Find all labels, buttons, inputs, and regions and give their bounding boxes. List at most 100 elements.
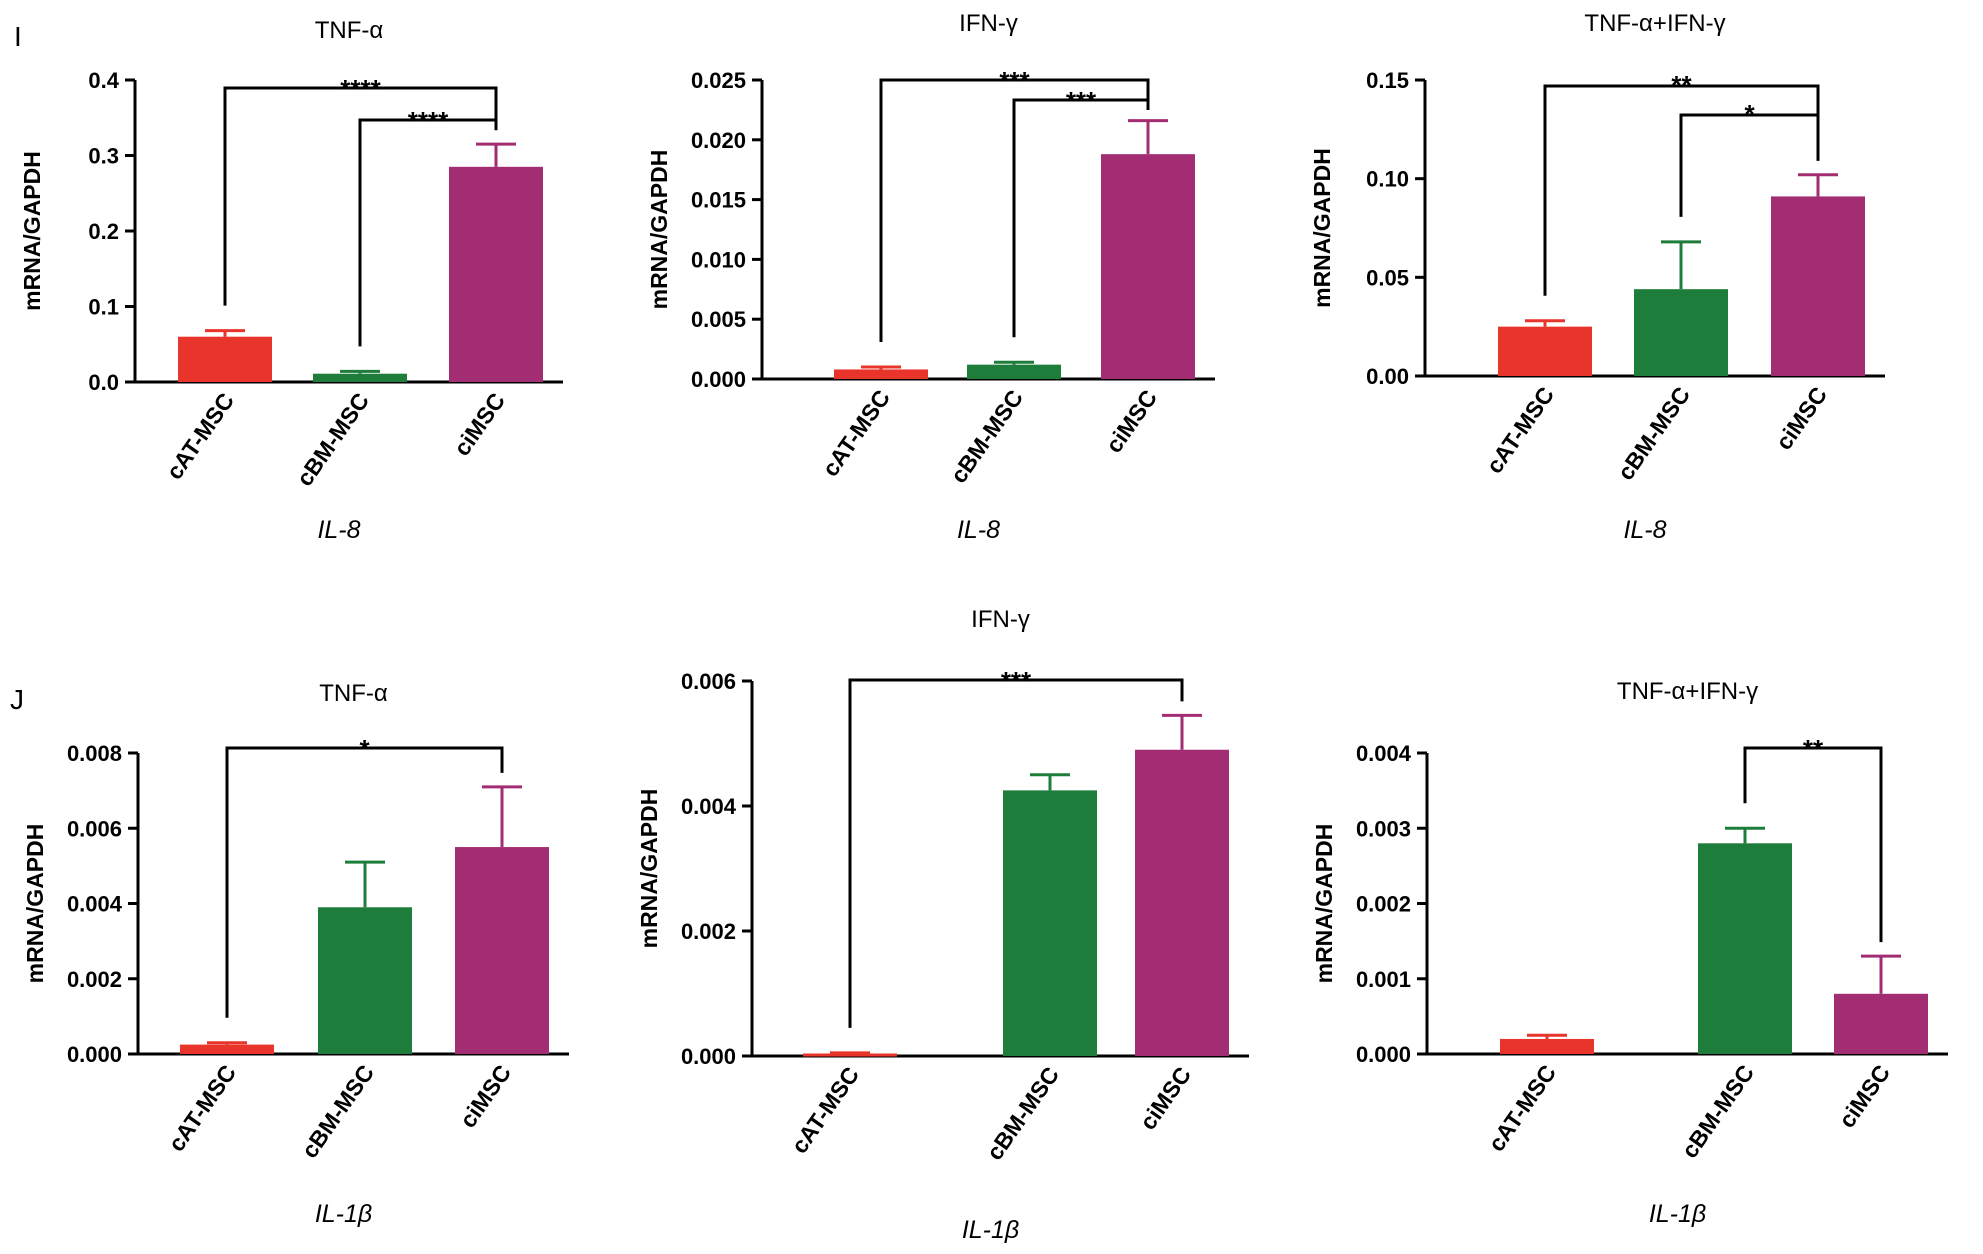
chart-5-bar-ciMSC xyxy=(1834,993,1928,1054)
chart-0-bar-cBM-MSC xyxy=(313,373,407,382)
chart-4-ytick-label: 0.006 xyxy=(681,669,736,694)
chart-4-ytick-label: 0.000 xyxy=(681,1044,736,1069)
chart-1-xtick-ciMSC: ciMSC xyxy=(1100,385,1162,457)
chart-2-significance-1: * xyxy=(1744,99,1755,129)
chart-0-bracket-1 xyxy=(358,118,498,347)
chart-0-bracket-0 xyxy=(223,86,498,306)
chart-2-ytick-label: 0.05 xyxy=(1366,265,1409,290)
chart-5-xtick-cAT-MSC: cAT-MSC xyxy=(1483,1060,1561,1156)
chart-5-ytick-label: 0.002 xyxy=(1356,892,1411,917)
chart-5-bar-cAT-MSC xyxy=(1500,1038,1594,1054)
chart-1-xtick-cAT-MSC: cAT-MSC xyxy=(817,385,895,481)
chart-2-ytick-label: 0.00 xyxy=(1366,364,1409,389)
chart-1-bracket-1 xyxy=(1012,98,1150,338)
chart-0-ytick-label: 0.4 xyxy=(88,68,119,93)
chart-2-xtick-ciMSC: ciMSC xyxy=(1770,382,1832,454)
chart-4-xtick-cAT-MSC: cAT-MSC xyxy=(786,1062,864,1158)
chart-5-bracket-0 xyxy=(1743,746,1883,943)
chart-2-bar-cAT-MSC xyxy=(1498,326,1592,376)
chart-5-title: TNF-α+IFN-γ xyxy=(1617,678,1758,705)
chart-2-y-label: mRNA/GAPDH xyxy=(1309,148,1335,308)
chart-0-title: TNF-α xyxy=(315,17,384,44)
chart-3-title: TNF-α xyxy=(319,680,388,707)
panel-label-i: I xyxy=(14,21,22,52)
chart-0-xtick-cBM-MSC: cBM-MSC xyxy=(291,388,374,491)
chart-2-bracket-1 xyxy=(1679,113,1820,217)
chart-0-ytick-label: 0.0 xyxy=(88,370,119,395)
chart-3-bar-ciMSC xyxy=(455,847,549,1054)
chart-2-bar-ciMSC xyxy=(1771,196,1865,376)
chart-5-ytick-label: 0.003 xyxy=(1356,816,1411,841)
chart-3-bar-cAT-MSC xyxy=(180,1044,274,1054)
chart-0-ytick-label: 0.1 xyxy=(88,295,119,320)
chart-3-ytick-label: 0.008 xyxy=(67,741,122,766)
chart-1-significance-1: *** xyxy=(1066,86,1097,116)
chart-3-x-label: IL-1β xyxy=(315,1200,372,1228)
chart-4-y-label: mRNA/GAPDH xyxy=(636,789,662,949)
chart-1-ytick-label: 0.010 xyxy=(691,247,746,272)
chart-2-title: TNF-α+IFN-γ xyxy=(1584,10,1725,37)
chart-1-bracket-0 xyxy=(879,78,1150,343)
chart-1-significance-0: *** xyxy=(999,66,1030,96)
chart-5-ytick-label: 0.004 xyxy=(1356,741,1412,766)
chart-0-xtick-ciMSC: ciMSC xyxy=(448,388,510,460)
chart-0-significance-0: **** xyxy=(340,74,381,104)
chart-1-ytick-label: 0.015 xyxy=(691,188,746,213)
chart-0-y-label: mRNA/GAPDH xyxy=(19,151,45,311)
chart-4-ytick-label: 0.004 xyxy=(681,794,737,819)
chart-0-bar-ciMSC xyxy=(449,166,543,382)
chart-4-ytick-label: 0.002 xyxy=(681,919,736,944)
chart-0-xtick-cAT-MSC: cAT-MSC xyxy=(161,388,239,484)
chart-3-y-label: mRNA/GAPDH xyxy=(22,824,48,984)
chart-0-bar-cAT-MSC xyxy=(178,336,272,382)
chart-3-ytick-label: 0.000 xyxy=(67,1042,122,1067)
chart-1-title: IFN-γ xyxy=(959,10,1018,37)
chart-1-y-label: mRNA/GAPDH xyxy=(646,150,672,310)
chart-5-ytick-label: 0.001 xyxy=(1356,967,1411,992)
chart-0-significance-1: **** xyxy=(408,106,449,136)
chart-5-y-label: mRNA/GAPDH xyxy=(1311,824,1337,984)
chart-2-xtick-cAT-MSC: cAT-MSC xyxy=(1481,382,1559,478)
chart-3-ytick-label: 0.006 xyxy=(67,816,122,841)
chart-3-ytick-label: 0.002 xyxy=(67,967,122,992)
chart-1-xtick-cBM-MSC: cBM-MSC xyxy=(945,385,1028,488)
chart-5-ytick-label: 0.000 xyxy=(1356,1042,1411,1067)
chart-0-ytick-label: 0.3 xyxy=(88,144,119,169)
chart-1-x-label: IL-8 xyxy=(957,516,1000,544)
chart-1-ytick-label: 0.000 xyxy=(691,367,746,392)
chart-3-xtick-cBM-MSC: cBM-MSC xyxy=(296,1060,379,1163)
chart-5-x-label: IL-1β xyxy=(1649,1200,1706,1228)
chart-2-ytick-label: 0.10 xyxy=(1366,167,1409,192)
chart-2-xtick-cBM-MSC: cBM-MSC xyxy=(1612,382,1695,485)
chart-5-bar-cBM-MSC xyxy=(1698,843,1792,1054)
chart-3-xtick-cAT-MSC: cAT-MSC xyxy=(163,1060,241,1156)
chart-1-ytick-label: 0.005 xyxy=(691,307,746,332)
chart-4-bracket-0 xyxy=(848,678,1184,1028)
chart-1-bar-ciMSC xyxy=(1101,154,1195,379)
chart-2-x-label: IL-8 xyxy=(1623,516,1666,544)
panel-label-j: J xyxy=(10,684,24,715)
chart-3-bracket-0 xyxy=(225,746,504,1018)
chart-2-ytick-label: 0.15 xyxy=(1366,68,1409,93)
chart-5-xtick-ciMSC: ciMSC xyxy=(1833,1060,1895,1132)
chart-4-bar-cAT-MSC xyxy=(803,1053,897,1057)
chart-4-bar-cBM-MSC xyxy=(1003,790,1097,1056)
chart-4-xtick-cBM-MSC: cBM-MSC xyxy=(981,1062,1064,1165)
chart-5-significance-0: ** xyxy=(1803,734,1824,764)
chart-4-significance-0: *** xyxy=(1001,666,1032,696)
chart-4-x-label: IL-1β xyxy=(962,1216,1019,1244)
chart-2-significance-0: ** xyxy=(1671,70,1692,100)
chart-1-ytick-label: 0.020 xyxy=(691,128,746,153)
chart-1-ytick-label: 0.025 xyxy=(691,68,746,93)
chart-3-significance-0: * xyxy=(359,734,370,764)
chart-2-bar-cBM-MSC xyxy=(1634,289,1728,376)
chart-1-bar-cAT-MSC xyxy=(834,369,928,379)
chart-0-ytick-label: 0.2 xyxy=(88,219,119,244)
chart-4-title: IFN-γ xyxy=(971,606,1030,633)
chart-3-bar-cBM-MSC xyxy=(318,907,412,1054)
chart-4-bar-ciMSC xyxy=(1135,749,1229,1056)
chart-3-ytick-label: 0.004 xyxy=(67,892,123,917)
chart-5-xtick-cBM-MSC: cBM-MSC xyxy=(1676,1060,1759,1163)
chart-4-xtick-ciMSC: ciMSC xyxy=(1134,1062,1196,1134)
